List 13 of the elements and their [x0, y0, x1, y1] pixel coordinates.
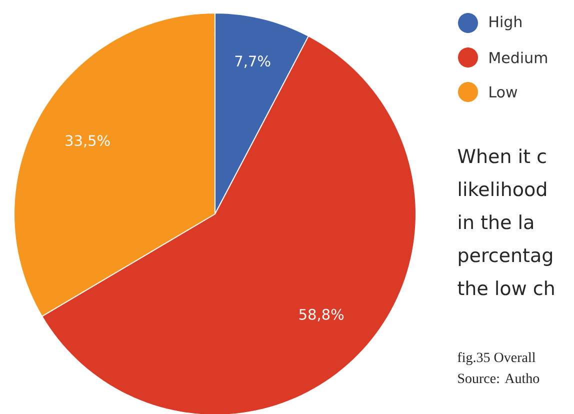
data-label: 7,7%: [235, 56, 270, 68]
text: likelihood: [459, 182, 546, 196]
legend-label: Medium: [490, 52, 547, 64]
text: percentag: [458, 248, 552, 266]
legend-label: Low: [490, 86, 518, 98]
legend-label: High: [490, 16, 522, 30]
source-note: Source: Autho: [458, 373, 540, 384]
data-label: 58,8%: [299, 308, 344, 322]
data-label: 33,5%: [66, 135, 110, 148]
caption: fig.35 Overall: [458, 352, 536, 366]
text: When it c: [458, 148, 546, 164]
text: the low ch: [458, 280, 554, 296]
text: in the la: [459, 214, 533, 230]
